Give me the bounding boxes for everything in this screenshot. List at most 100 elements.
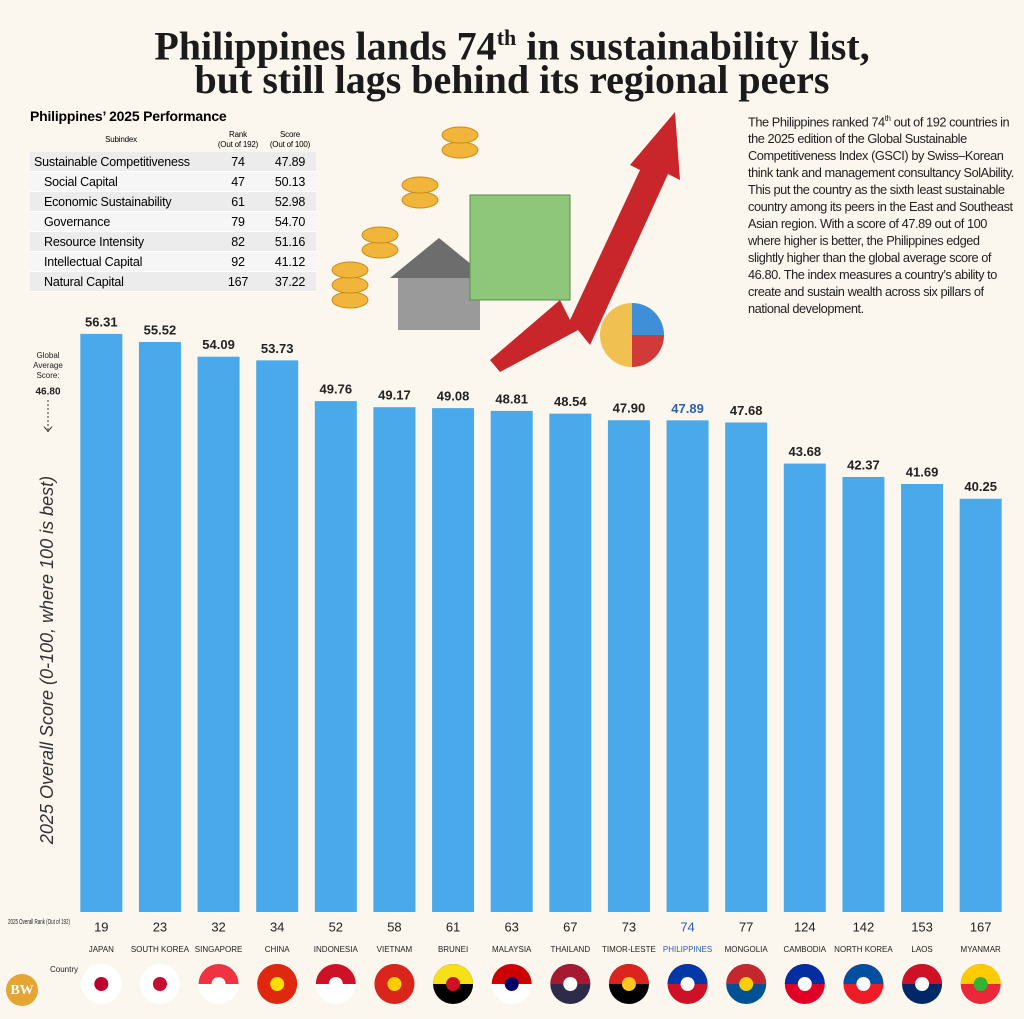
bar	[783, 463, 826, 912]
y-axis-label: 2025 Overall Score (0-100, where 100 is …	[37, 476, 57, 845]
rank-label: 61	[446, 919, 460, 934]
table-row: Sustainable Competitiveness 74 47.89	[30, 152, 316, 172]
rank-label: 63	[504, 919, 518, 934]
global-average-word: Global	[36, 351, 59, 360]
header-text: Rank	[229, 130, 247, 139]
flag-part	[608, 964, 649, 984]
flag-part	[374, 964, 415, 985]
country-row-label: Country	[50, 965, 78, 974]
flag-part	[433, 964, 474, 984]
value-label: 48.81	[495, 391, 528, 406]
table-cell: 167	[212, 271, 264, 292]
description: The Philippines ranked 74th out of 192 c…	[748, 110, 1014, 317]
value-label: 49.76	[320, 382, 353, 397]
flag-part	[139, 964, 180, 984]
table-cell: 92	[212, 251, 264, 272]
flag-part	[843, 964, 884, 984]
rank-label: 124	[794, 919, 816, 934]
global-average-value: 46.80	[35, 387, 60, 398]
x-tick-label: JAPAN	[89, 945, 114, 954]
x-tick-label: CAMBODIA	[783, 945, 826, 954]
table-cell: 52.98	[264, 191, 316, 212]
value-label: 49.17	[378, 388, 411, 403]
bar	[959, 498, 1002, 912]
desc-text: The Philippines ranked 74	[748, 114, 885, 130]
title-line: Philippines lands 74th in sustainability…	[0, 16, 1024, 68]
x-tick-label: THAILAND	[551, 945, 591, 954]
flag-emblem	[387, 977, 402, 991]
x-tick-label: INDONESIA	[314, 945, 359, 954]
table-cell: 41.12	[264, 251, 316, 272]
table-row: Resource Intensity 82 51.16	[30, 231, 316, 252]
value-label: 55.52	[144, 322, 177, 337]
x-tick-label: MYANMAR	[961, 945, 1002, 954]
rank-label: 74	[680, 919, 694, 934]
header-row: Subindex Rank (Out of 192) Score (Out of 100…	[30, 128, 316, 152]
rank-label: 77	[739, 919, 753, 934]
table-cell: 51.16	[264, 231, 316, 252]
rank-label: 52	[329, 919, 343, 934]
value-label: 47.90	[613, 401, 646, 416]
flag-emblem	[739, 977, 754, 991]
table-row: Economic Sustainability 61 52.98	[30, 191, 316, 212]
header-cell: Subindex	[30, 128, 212, 152]
decor-bank	[398, 275, 480, 330]
decor-bank-roof	[390, 238, 488, 278]
flag-emblem	[973, 977, 988, 991]
table-cell: 61	[212, 191, 264, 212]
header-text: Subindex	[105, 135, 137, 144]
value-label: 54.09	[202, 337, 235, 352]
header-text: Score	[280, 130, 300, 139]
table-cell: 74	[212, 152, 264, 172]
logo-badge	[6, 974, 38, 1006]
decor-pie-slice	[632, 335, 664, 367]
bar	[607, 420, 650, 912]
decor-coin	[331, 261, 369, 279]
bar	[842, 477, 885, 912]
table-cell: Economic Sustainability	[30, 191, 212, 212]
value-label: 47.68	[730, 403, 763, 418]
flag-part	[667, 964, 708, 984]
rank-label: 167	[970, 919, 992, 934]
bar	[197, 356, 240, 912]
bar	[432, 408, 475, 912]
table-cell: 47.89	[264, 152, 316, 172]
table: Subindex Rank (Out of 192) Score (Out of 100…	[30, 128, 316, 292]
table-cell: Governance	[30, 211, 212, 232]
x-tick-label: LAOS	[911, 945, 932, 954]
bar	[314, 401, 357, 912]
decor-pie-slice	[632, 303, 664, 335]
x-tick-label: MONGOLIA	[725, 945, 769, 954]
flag-part	[550, 964, 591, 984]
desc-sup: th	[884, 114, 891, 123]
flag-emblem	[328, 977, 343, 991]
decor-coin	[361, 241, 399, 259]
flag-part	[257, 964, 298, 984]
bar	[666, 420, 709, 912]
x-tick-label: PHILIPPINES	[663, 945, 712, 954]
rank-label: 32	[211, 919, 225, 934]
x-tick-label: NORTH KOREA	[834, 945, 893, 954]
rank-label: 67	[563, 919, 577, 934]
flag-emblem	[563, 977, 578, 991]
rank-label: 19	[94, 919, 108, 934]
table-row: Intellectual Capital 92 41.12	[30, 251, 316, 272]
flag-emblem	[270, 977, 285, 991]
table-cell: 37.22	[264, 271, 316, 292]
table-row: Social Capital 47 50.13	[30, 171, 316, 192]
value-label: 48.54	[554, 394, 587, 409]
x-tick-label: BRUNEI	[438, 945, 468, 954]
global-average-arrow	[43, 426, 53, 433]
flag-emblem	[915, 977, 930, 991]
bar	[80, 333, 123, 912]
rank-label: 142	[853, 919, 875, 934]
rank-row-label: 2025 Overall Rank (Out of 192)	[8, 917, 70, 926]
value-label: 43.68	[789, 444, 822, 459]
bar	[256, 360, 299, 912]
decor-arrow	[490, 112, 680, 372]
x-tick-label: CHINA	[265, 945, 291, 954]
flag-part	[960, 964, 1001, 984]
flag-emblem	[680, 977, 695, 991]
decor-coin	[331, 276, 369, 294]
